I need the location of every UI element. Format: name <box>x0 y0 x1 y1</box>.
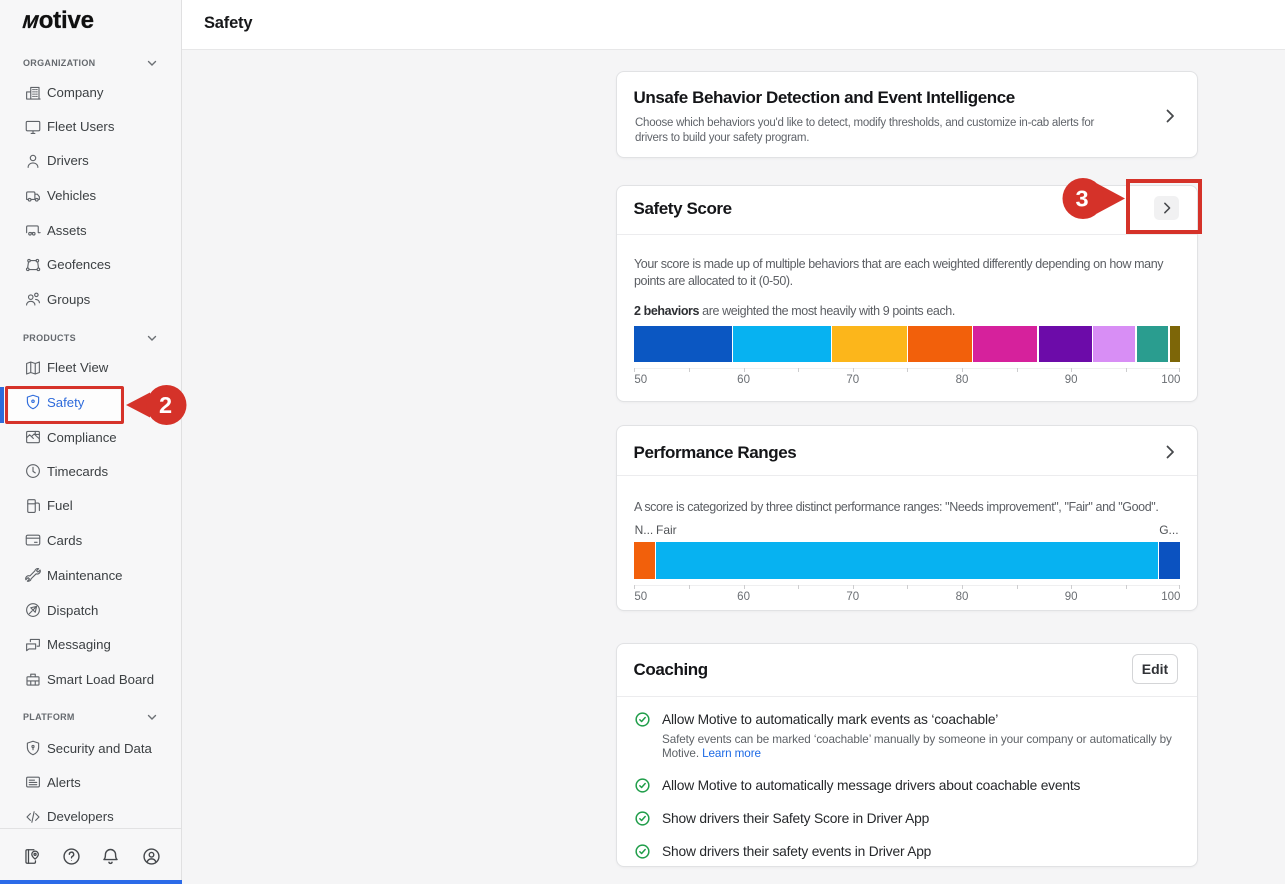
svg-text:2: 2 <box>159 392 172 418</box>
svg-text:3: 3 <box>1075 186 1088 212</box>
